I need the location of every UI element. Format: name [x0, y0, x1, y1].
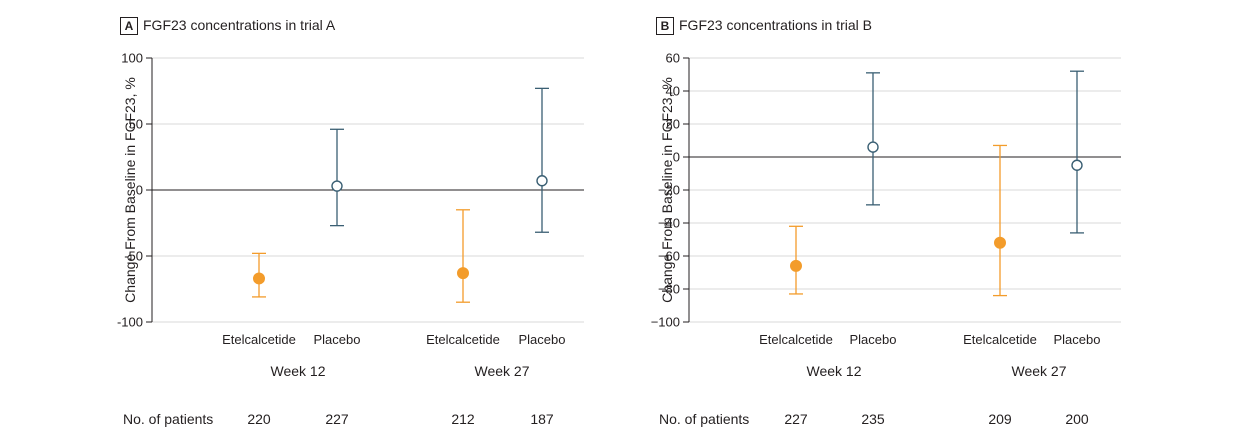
panel-letter-box: [656, 17, 674, 35]
y-axis-label: Change From Baseline in FGF23, %: [659, 77, 675, 303]
category-label: Placebo: [1054, 332, 1101, 347]
y-tick-label: 40: [666, 84, 680, 99]
y-tick-label: 60: [666, 51, 680, 66]
panel-letter: B: [661, 19, 670, 33]
patient-count: 220: [247, 411, 271, 427]
y-tick-label: −100: [651, 315, 680, 330]
category-label: Etelcalcetide: [426, 332, 500, 347]
chart-title: FGF23 concentrations in trial B: [679, 17, 872, 33]
category-label: Placebo: [519, 332, 566, 347]
category-label: Etelcalcetide: [963, 332, 1037, 347]
panel-b: B FGF23 concentrations in trial B6040200−…: [651, 17, 1121, 427]
y-tick-label: −60: [658, 249, 680, 264]
y-tick-label: 100: [121, 51, 143, 66]
y-tick-label: 0: [136, 183, 143, 198]
data-point-etelcalcetide: [994, 236, 1006, 249]
data-point-placebo: [536, 175, 548, 187]
week-label: Week 27: [475, 363, 530, 379]
panel-a: A FGF23 concentrations in trial A 100 50 0 -5…: [117, 17, 584, 427]
data-point-placebo: [867, 141, 879, 153]
patient-count: 227: [325, 411, 349, 427]
y-tick-label: −80: [658, 282, 680, 297]
y-tick-label: 50: [129, 117, 143, 132]
data-point-etelcalcetide: [790, 259, 802, 272]
y-axis-label: Change From Baseline in FGF23, %: [122, 77, 138, 303]
y-tick-label: −40: [658, 216, 680, 231]
week-label: Week 12: [271, 363, 326, 379]
patient-count: 209: [988, 411, 1012, 427]
patient-count: 200: [1065, 411, 1089, 427]
panel-letter: A: [125, 19, 134, 33]
patient-count: 235: [861, 411, 885, 427]
patient-count: 227: [784, 411, 808, 427]
week-label: Week 12: [807, 363, 862, 379]
y-tick-label: -100: [117, 315, 143, 330]
panel-letter-box: [120, 17, 138, 35]
y-tick-label: -50: [124, 249, 143, 264]
data-point-placebo: [1071, 159, 1083, 171]
y-tick-label: 0: [673, 150, 680, 165]
category-label: Placebo: [850, 332, 897, 347]
y-tick-label: −20: [658, 183, 680, 198]
data-point-etelcalcetide: [253, 272, 265, 285]
week-label: Week 27: [1012, 363, 1067, 379]
patient-count: 187: [530, 411, 554, 427]
category-label: Etelcalcetide: [759, 332, 833, 347]
y-tick-label: 20: [666, 117, 680, 132]
patients-row-label: No. of patients: [659, 411, 749, 427]
data-point-placebo: [331, 180, 343, 192]
patients-row-label: No. of patients: [123, 411, 213, 427]
data-point-etelcalcetide: [457, 267, 469, 280]
patient-count: 212: [451, 411, 475, 427]
category-label: Placebo: [314, 332, 361, 347]
category-label: Etelcalcetide: [222, 332, 296, 347]
chart-title: FGF23 concentrations in trial A: [143, 17, 336, 33]
